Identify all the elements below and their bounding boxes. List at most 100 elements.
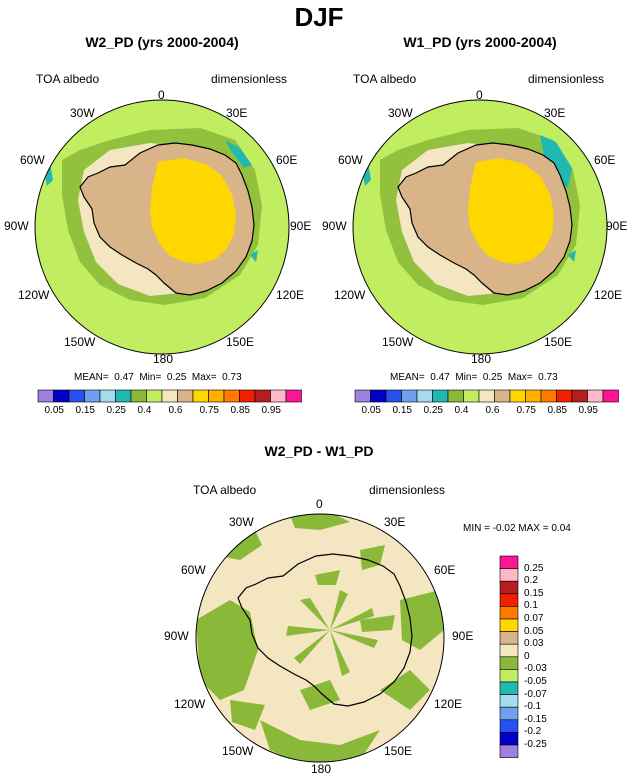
lon-label: 150E bbox=[544, 335, 573, 349]
colorbar-label: 0.07 bbox=[524, 613, 544, 624]
figure-title: DJF bbox=[294, 2, 344, 32]
colorbar-label: 0.1 bbox=[524, 600, 538, 612]
colorbar-swatch bbox=[499, 606, 519, 620]
stats-w1: MEAN= 0.47 Min= 0.25 Max= 0.73 bbox=[390, 372, 558, 383]
colorbar-swatch bbox=[499, 694, 519, 708]
colorbar-label: 0.25 bbox=[423, 405, 443, 416]
colorbar-swatch bbox=[499, 719, 519, 733]
lon-label: 30E bbox=[544, 106, 566, 120]
colorbar-swatch bbox=[385, 389, 402, 403]
colorbar-label: -0.15 bbox=[524, 713, 547, 725]
colorbar-swatch bbox=[494, 389, 511, 403]
colorbar-label: 0.15 bbox=[524, 587, 544, 599]
colorbar-label: -0.1 bbox=[524, 701, 542, 713]
colorbar-swatch bbox=[447, 389, 464, 403]
colorbar-label: 0.05 bbox=[44, 405, 64, 416]
lon-label: 180 bbox=[153, 352, 174, 366]
lon-label: 60W bbox=[181, 563, 206, 577]
colorbar-swatch bbox=[177, 389, 194, 403]
colorbar-label: -0.03 bbox=[524, 663, 547, 675]
colorbar-label: 0.4 bbox=[454, 405, 469, 416]
colorbar-swatch bbox=[499, 669, 519, 683]
colorbar-swatch bbox=[161, 389, 178, 403]
panel-title-diff: W2_PD - W1_PD bbox=[264, 443, 374, 459]
colorbar-label: 0.05 bbox=[524, 625, 544, 637]
lon-label: 150W bbox=[382, 335, 414, 349]
colorbar-swatch bbox=[223, 389, 240, 403]
colorbar-swatch bbox=[53, 389, 70, 403]
units-label-w1: dimensionless bbox=[528, 72, 605, 86]
stats-diff: MIN = -0.02 MAX = 0.04 bbox=[463, 523, 571, 534]
colorbar-label: 0.95 bbox=[578, 405, 598, 416]
colorbar-label: 0.95 bbox=[261, 405, 281, 416]
panel-title-w1: W1_PD (yrs 2000-2004) bbox=[403, 34, 557, 50]
colorbar-label: 0.03 bbox=[524, 638, 544, 650]
lon-label: 90W bbox=[164, 629, 189, 643]
colorbar-swatch bbox=[499, 555, 519, 569]
colorbar-swatch bbox=[285, 389, 302, 403]
colorbar-swatch bbox=[499, 593, 519, 607]
colorbar-swatch bbox=[499, 656, 519, 670]
colorbar-swatch bbox=[416, 389, 433, 403]
colorbar-swatch bbox=[401, 389, 418, 403]
colorbar-swatch bbox=[478, 389, 495, 403]
lon-label: 120E bbox=[434, 697, 463, 711]
lon-label: 90W bbox=[322, 219, 347, 233]
colorbar-swatch bbox=[602, 389, 619, 403]
lon-label: 60W bbox=[20, 153, 45, 167]
map-panel-diff bbox=[195, 513, 445, 763]
lon-label: 60W bbox=[338, 153, 363, 167]
colorbar-label: 0 bbox=[524, 650, 530, 662]
colorbar-swatch bbox=[432, 389, 449, 403]
colorbar-label: 0.6 bbox=[168, 405, 183, 416]
colorbar-label: 0.05 bbox=[361, 405, 381, 416]
variable-label-w2: TOA albedo bbox=[36, 72, 100, 86]
lon-label: 120W bbox=[18, 288, 50, 302]
colorbar-swatch bbox=[571, 389, 588, 403]
variable-label-diff: TOA albedo bbox=[193, 483, 257, 497]
units-label-w2: dimensionless bbox=[211, 72, 288, 86]
map-panel-w2 bbox=[34, 99, 290, 355]
colorbar-swatch bbox=[354, 389, 371, 403]
lon-label: 30W bbox=[388, 106, 413, 120]
colorbar-swatch bbox=[499, 732, 519, 746]
lon-label: 60E bbox=[594, 153, 616, 167]
colorbar-label: -0.05 bbox=[524, 676, 547, 687]
colorbar-label: -0.2 bbox=[524, 726, 542, 738]
lon-label: 120W bbox=[174, 697, 206, 711]
colorbar-swatch bbox=[499, 631, 519, 645]
colorbar-label: 0.4 bbox=[137, 405, 152, 416]
colorbar-w2 bbox=[37, 389, 302, 403]
lon-label: 120E bbox=[276, 288, 305, 302]
lon-label: 120E bbox=[594, 288, 623, 302]
colorbar-swatch bbox=[499, 681, 519, 695]
colorbar-swatch bbox=[99, 389, 116, 403]
colorbar-w1 bbox=[354, 389, 619, 403]
units-label-diff: dimensionless bbox=[369, 483, 446, 497]
colorbar-swatch bbox=[68, 389, 85, 403]
colorbar-swatch bbox=[37, 389, 54, 403]
colorbar-swatch bbox=[499, 580, 519, 595]
lon-label: 60E bbox=[434, 563, 456, 577]
lon-label: 90E bbox=[452, 629, 474, 643]
lon-label: 150E bbox=[384, 744, 413, 758]
variable-label-w1: TOA albedo bbox=[353, 72, 417, 86]
colorbar-swatch bbox=[556, 389, 573, 403]
colorbar-swatch bbox=[587, 389, 604, 403]
lon-label: 0 bbox=[316, 497, 323, 511]
colorbar-swatch bbox=[499, 706, 519, 721]
colorbar-swatch bbox=[499, 643, 519, 658]
lon-label: 90E bbox=[606, 219, 628, 233]
lon-label: 90W bbox=[4, 219, 29, 233]
lon-label: 0 bbox=[158, 88, 165, 102]
colorbar-label: 0.25 bbox=[524, 562, 544, 574]
colorbar-swatch bbox=[509, 389, 526, 403]
colorbar-label: 0.75 bbox=[199, 405, 219, 416]
lon-label: 30E bbox=[226, 106, 248, 120]
lon-label: 150E bbox=[226, 335, 255, 349]
colorbar-label: 0.85 bbox=[230, 405, 250, 416]
colorbar-swatch bbox=[192, 389, 209, 403]
colorbar-label: 0.15 bbox=[392, 405, 412, 416]
colorbar-swatch bbox=[130, 389, 147, 403]
colorbar-swatch bbox=[499, 744, 519, 758]
